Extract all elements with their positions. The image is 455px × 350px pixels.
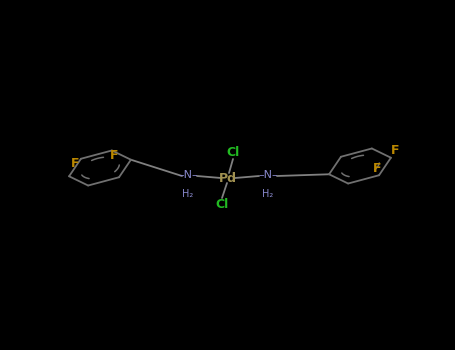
Text: –N–: –N– bbox=[258, 170, 278, 180]
Text: Cl: Cl bbox=[215, 198, 228, 211]
Text: –N–: –N– bbox=[178, 170, 198, 180]
Text: H₂: H₂ bbox=[182, 189, 194, 199]
Text: F: F bbox=[391, 144, 399, 157]
Text: F: F bbox=[71, 157, 79, 170]
Text: Cl: Cl bbox=[227, 146, 240, 159]
Text: F: F bbox=[110, 149, 118, 162]
Text: H₂: H₂ bbox=[263, 189, 273, 199]
Text: F: F bbox=[373, 162, 381, 175]
Text: Pd: Pd bbox=[219, 172, 237, 184]
